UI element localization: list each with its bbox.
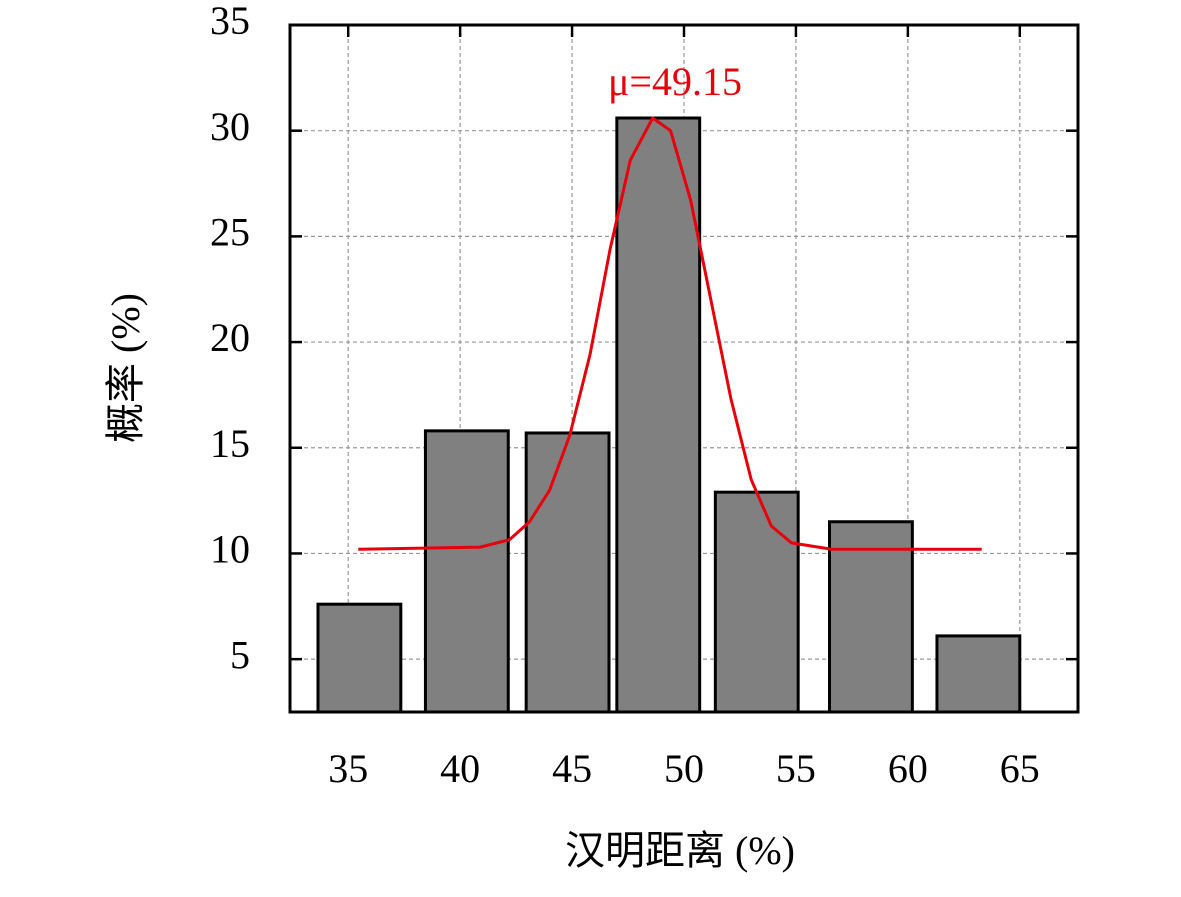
x-axis-label: 汉明距离 (%) xyxy=(565,828,795,873)
bar xyxy=(423,429,510,714)
y-tick-label: 5 xyxy=(230,632,250,677)
y-axis-label: 概率 (%) xyxy=(103,293,148,443)
x-tick-label: 50 xyxy=(664,746,704,791)
fit-curve xyxy=(358,116,982,551)
bar xyxy=(316,602,403,714)
y-tick-label: 25 xyxy=(210,210,250,255)
x-tick-label: 45 xyxy=(552,746,592,791)
x-tick-label: 60 xyxy=(888,746,928,791)
x-tick-label: 65 xyxy=(1000,746,1040,791)
y-tick-label: 20 xyxy=(210,315,250,360)
bar xyxy=(828,520,914,714)
x-tick-label: 40 xyxy=(440,746,480,791)
plot-frame xyxy=(288,23,1080,714)
y-tick-label: 10 xyxy=(210,527,250,572)
y-tick-label: 30 xyxy=(210,104,250,149)
bar xyxy=(935,634,1022,714)
bar xyxy=(524,431,611,714)
bar xyxy=(615,116,702,714)
y-tick-label: 35 xyxy=(210,0,250,43)
bar xyxy=(713,490,800,714)
x-tick-label: 35 xyxy=(328,746,368,791)
x-tick-label: 55 xyxy=(776,746,816,791)
annotation: μ=49.15 xyxy=(608,59,742,104)
y-tick-label: 15 xyxy=(210,421,250,466)
